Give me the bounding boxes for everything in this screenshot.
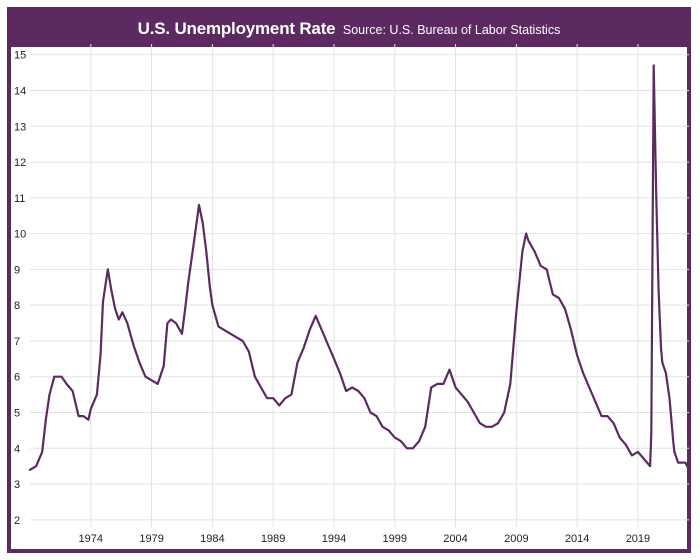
x-tick-label: 1984 [200, 533, 224, 545]
x-tick-labels: 1974 1979 1984 1989 1994 1999 2004 2009 2014 2019 [79, 533, 651, 545]
y-tick-label: 2 [14, 515, 20, 527]
x-tick-label: 1979 [139, 533, 163, 545]
y-tick-label: 11 [14, 193, 25, 205]
chart-source: Source: U.S. Bureau of Labor Statistics [342, 23, 561, 37]
y-tick-label: 3 [14, 479, 20, 491]
chart-title: U.S. Unemployment Rate [137, 19, 336, 38]
y-tick-label: 6 [14, 372, 20, 384]
grid-lines [30, 44, 689, 527]
x-tick-label: 2009 [504, 533, 528, 545]
x-tick-label: 1989 [261, 533, 285, 545]
y-tick-label: 5 [14, 408, 20, 420]
series-layer [28, 64, 691, 471]
chart-header: U.S. Unemployment Rate Source: U.S. Bure… [11, 11, 687, 47]
y-tick-label: 14 [14, 86, 26, 98]
x-tick-label: 1974 [79, 533, 103, 545]
y-tick-label: 10 [14, 229, 26, 241]
x-tick-label: 1994 [322, 533, 346, 545]
x-tick-label: 2004 [443, 533, 467, 545]
y-tick-labels: 2 3 4 5 6 7 8 9 10 11 12 13 14 15 [14, 50, 26, 527]
y-tick-label: 7 [14, 336, 20, 348]
x-tick-label: 2019 [626, 533, 650, 545]
y-tick-label: 9 [14, 264, 20, 276]
y-tick-label: 13 [14, 121, 26, 133]
y-tick-label: 4 [14, 443, 20, 455]
y-tick-label: 12 [14, 157, 26, 169]
x-tick-label: 1999 [383, 533, 407, 545]
unemployment-rate-line [28, 64, 691, 471]
y-tick-label: 8 [14, 300, 20, 312]
y-tick-label: 15 [14, 50, 26, 62]
x-tick-label: 2014 [565, 533, 589, 545]
